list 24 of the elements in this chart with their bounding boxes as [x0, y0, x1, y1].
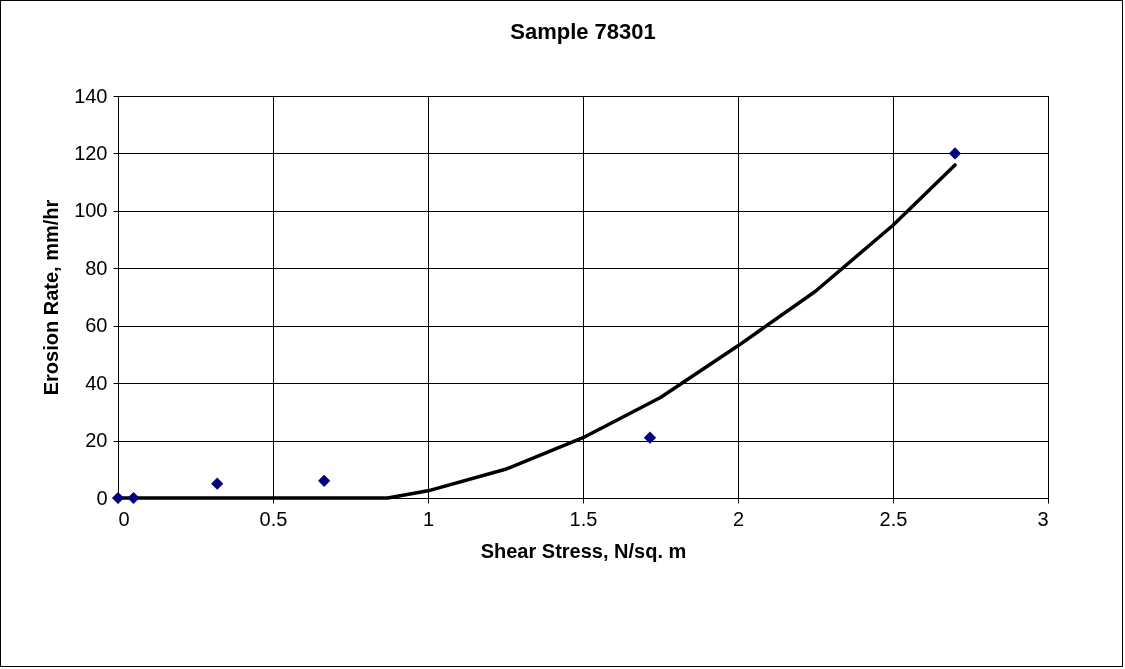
point	[211, 477, 224, 490]
y-tick-label: 120	[74, 141, 108, 164]
y-tick-label: 20	[85, 429, 108, 452]
y-tick-label: 40	[85, 371, 108, 394]
x-tick-label: 0.5	[259, 507, 288, 530]
point	[948, 147, 962, 160]
point	[127, 491, 140, 505]
x-tick-label: 2.5	[879, 507, 908, 530]
x-tick-label: 0	[118, 507, 130, 530]
y-tick-label: 140	[74, 84, 108, 107]
y-tick-label: 60	[85, 314, 108, 337]
y-axis-title: Erosion Rate, mm/hr	[40, 199, 63, 396]
x-tick-label: 1.5	[569, 507, 598, 530]
x-tick-label: 1	[422, 507, 435, 530]
x-tick-label: 3	[1037, 507, 1049, 530]
y-tick-label: 80	[85, 256, 108, 279]
point	[643, 431, 657, 444]
chart-title: Sample 78301	[510, 19, 656, 44]
point	[318, 474, 331, 487]
x-axis-title: Shear Stress, N/sq. m	[480, 539, 687, 562]
y-tick-label: 100	[74, 199, 108, 222]
x-tick-label: 2	[732, 507, 745, 530]
point	[111, 491, 125, 505]
y-tick-label: 0	[96, 486, 108, 509]
